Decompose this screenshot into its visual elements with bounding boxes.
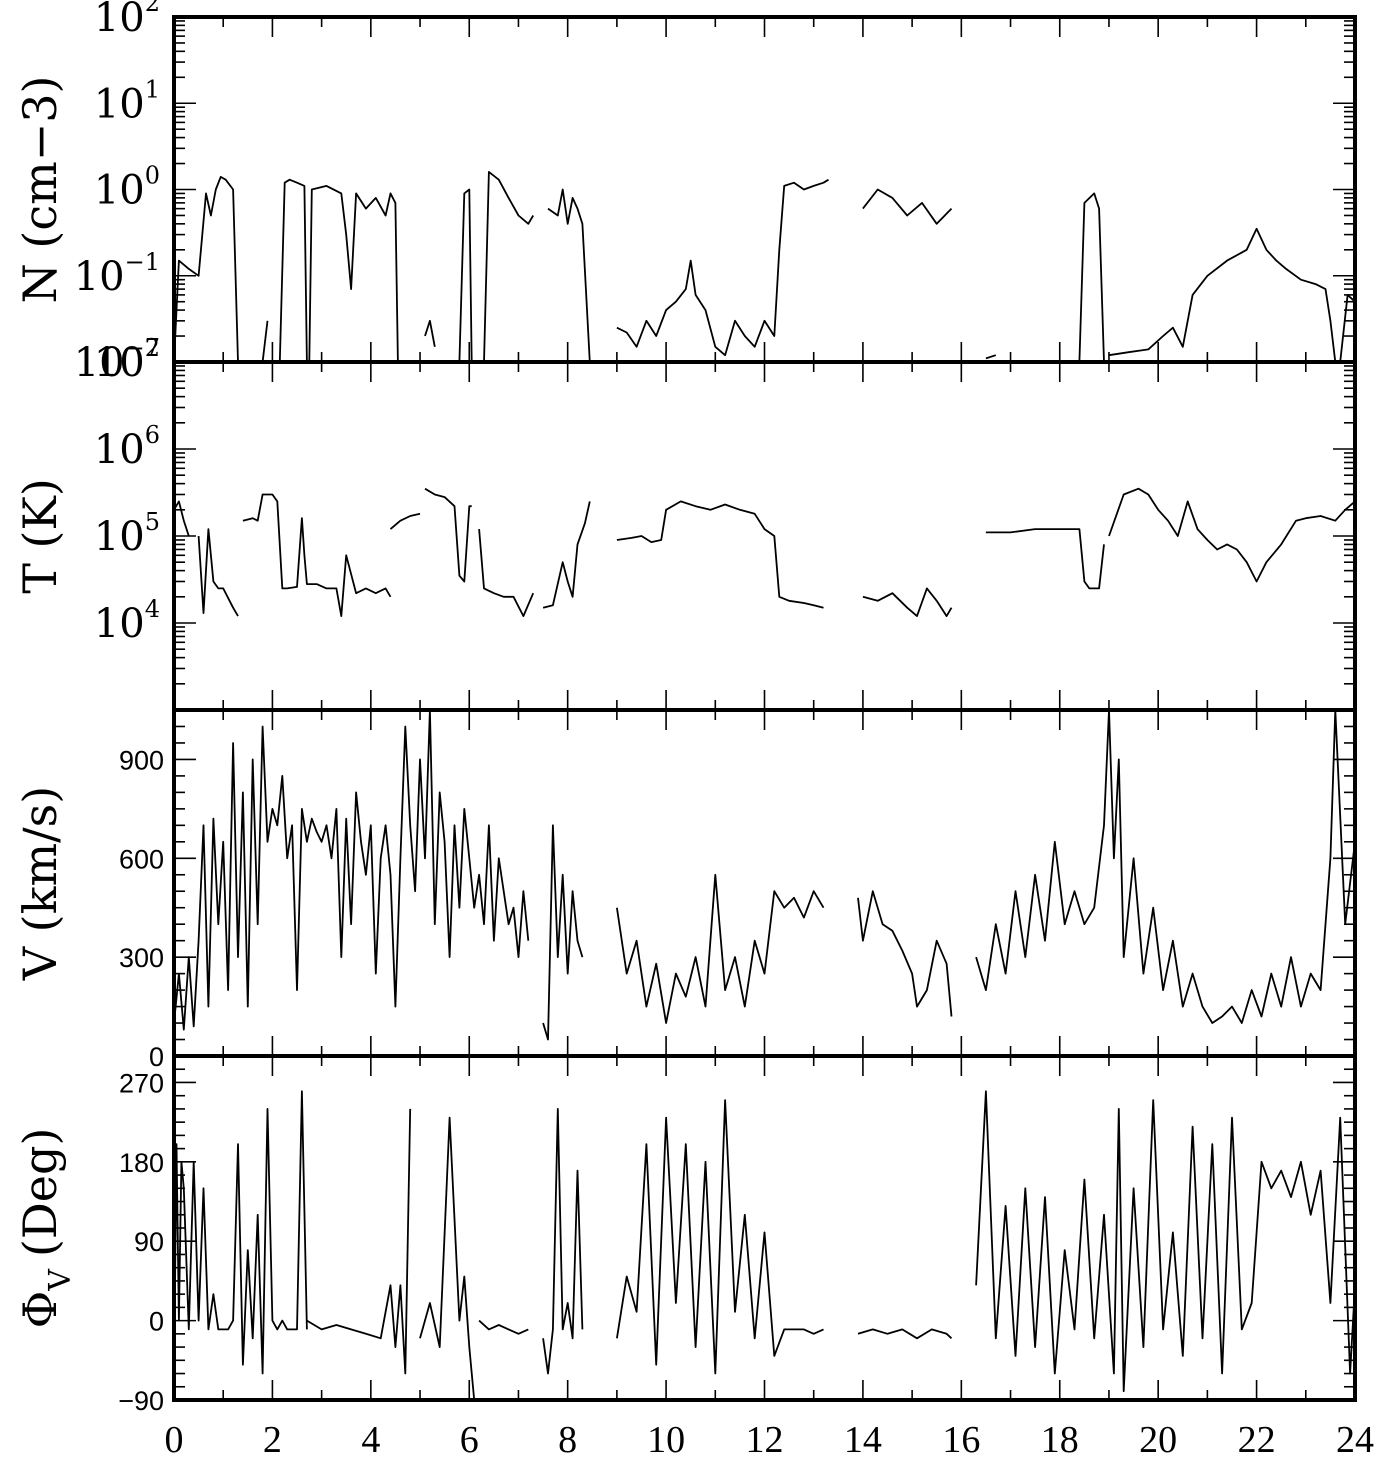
xtick-label: 4 [361,1419,380,1461]
phi-series-segment [976,1091,1355,1391]
density-series-segment [484,172,533,362]
density-series-segment [1109,229,1335,362]
temperature-ytick-exponent: 6 [145,421,160,449]
xtick-label: 0 [165,1419,184,1461]
density-series-segment [263,321,268,362]
velocity-ylabel: V (km/s) [13,786,67,981]
density-ylabel: N (cm−3) [13,76,67,304]
velocity-series-segment [858,891,952,1016]
temperature-ylabel: T (K) [13,478,67,594]
velocity-ytick-label: 300 [119,943,164,973]
phi-ytick-label: 0 [149,1307,164,1337]
temperature-ytick-label: 107 [94,334,160,386]
density-ytick-label: 100 [94,162,160,214]
density-series-segment [174,177,238,362]
xtick-label: 2 [263,1419,282,1461]
density-series-segment [280,180,307,362]
temperature-ytick-base: 10 [94,427,145,473]
density-series-segment [459,190,471,363]
phi-ylabel: ΦV (Deg) [13,1128,78,1329]
xtick-label: 16 [942,1419,980,1461]
temperature-series-segment [174,501,189,536]
phi-series-segment [858,1329,952,1338]
xtick-label: 10 [647,1419,685,1461]
density-ytick-base: 10 [94,168,145,214]
density-series-segment [309,186,398,362]
temperature-ytick-exponent: 4 [145,595,160,623]
xtick-label: 24 [1336,1419,1374,1461]
xtick-label: 22 [1238,1419,1276,1461]
temperature-series-segment [391,514,421,529]
density-series-segment [1340,295,1355,362]
xtick-label: 12 [746,1419,784,1461]
density-ytick-label: 10−1 [74,248,160,300]
density-ytick-exponent: −1 [125,248,160,276]
density-series-segment [617,180,829,356]
phi-series-segment [307,1109,410,1374]
phi-subscript: V [43,1268,78,1292]
xtick-label: 14 [844,1419,882,1461]
density-series-segment [863,190,952,224]
temperature-series-segment [479,529,533,616]
velocity-ytick-label: 600 [119,844,164,874]
velocity-ytick-label: 900 [119,745,164,775]
temperature-ytick-label: 106 [94,421,160,473]
phi-unit: (Deg) [13,1128,67,1257]
temperature-series-segment [617,501,824,607]
temperature-ytick-base: 10 [94,340,145,386]
temperature-series-segment [543,501,590,607]
temperature-series-segment [863,588,952,616]
phi-symbol: Φ [13,1291,67,1329]
temperature-series-segment [425,489,472,582]
density-series-segment [425,321,435,347]
temperature-ytick-label: 105 [94,508,160,560]
phi-ytick-label: 90 [134,1227,164,1257]
xtick-label: 8 [558,1419,577,1461]
density-ytick-exponent: 2 [145,0,160,17]
density-ytick-base: 10 [94,0,145,41]
phi-ytick-label: −90 [118,1386,164,1416]
phi-series-segment [420,1118,474,1400]
temperature-ytick-base: 10 [94,601,145,647]
density-ytick-label: 101 [94,75,160,127]
phi-ytick-label: 180 [119,1148,164,1178]
density-ytick-exponent: 1 [145,75,160,103]
density-series-segment [986,355,996,358]
density-ytick-base: 10 [74,254,125,300]
temperature-ytick-label: 104 [94,595,160,647]
xtick-label: 6 [460,1419,479,1461]
phi-series-segment [543,1109,582,1374]
velocity-series-segment [174,710,528,1030]
temperature-ytick-exponent: 5 [145,508,160,536]
temperature-series-segment [1109,489,1355,582]
density-series-segment [1079,193,1104,362]
density-ytick-base: 10 [94,81,145,127]
density-ytick-label: 102 [94,0,160,41]
xtick-label: 20 [1139,1419,1177,1461]
temperature-ytick-exponent: 7 [145,334,160,362]
phi-series-segment [174,1091,307,1382]
phi-series-segment [617,1100,824,1373]
temperature-ytick-base: 10 [94,514,145,560]
temperature-series-segment [199,529,238,616]
velocity-series-segment [976,710,1355,1023]
density-series-segment [548,190,590,363]
temperature-series-segment [243,495,391,617]
phi-ytick-label: 270 [119,1068,164,1098]
velocity-series-segment [543,825,582,1039]
temperature-series-segment [986,529,1104,588]
xtick-label: 18 [1041,1419,1079,1461]
velocity-series-segment [617,875,824,1023]
density-ytick-exponent: 0 [145,162,160,190]
phi-series-segment [479,1321,528,1334]
